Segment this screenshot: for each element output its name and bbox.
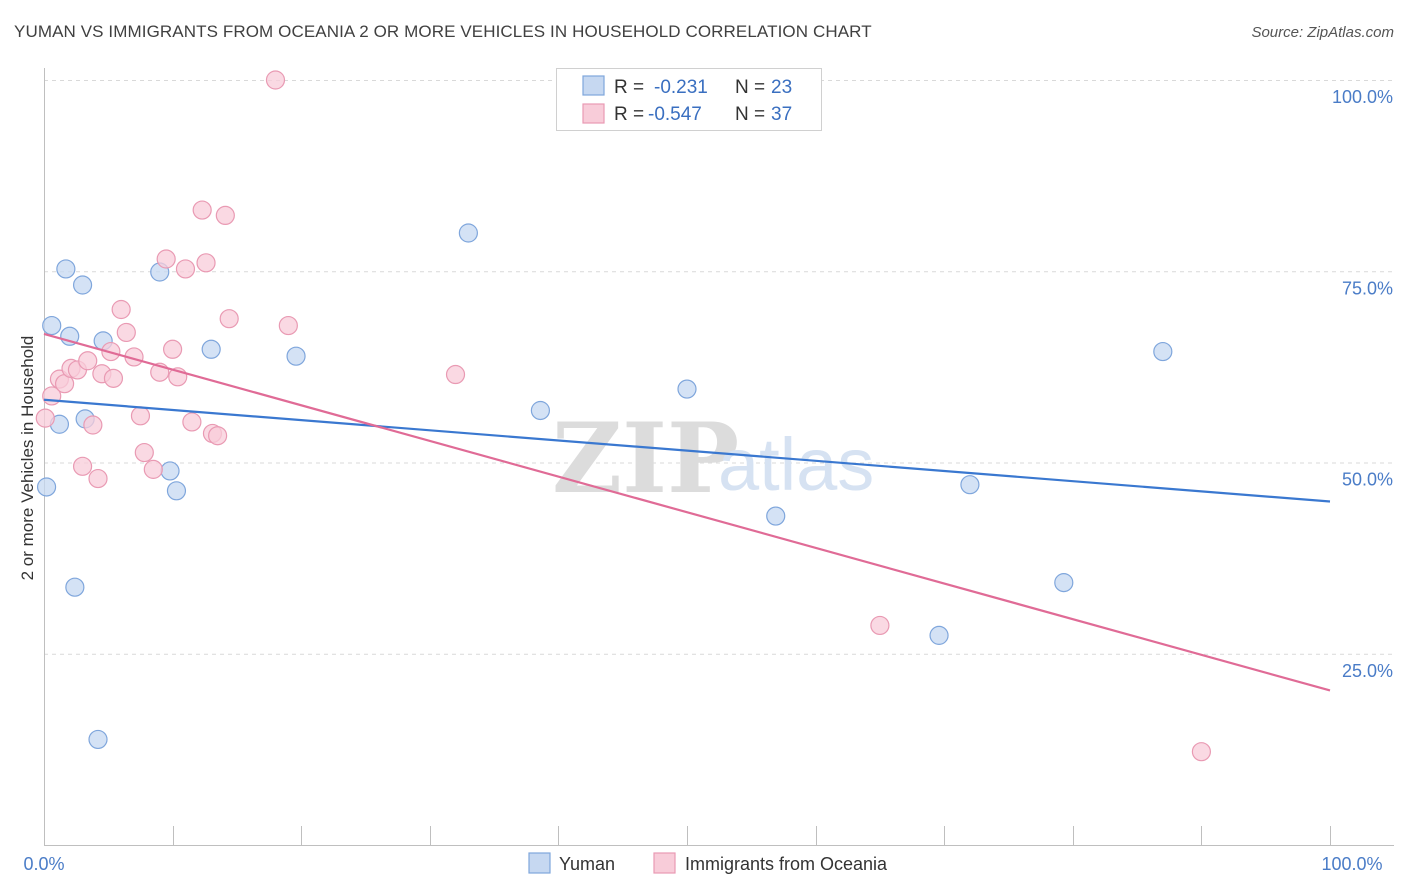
x-tick-label-left: 0.0%	[23, 854, 64, 874]
bottom-legend: Yuman Immigrants from Oceania	[528, 852, 888, 874]
point-yuman	[56, 259, 76, 279]
point-oceania	[35, 408, 55, 428]
y-tick-label-50: 50.0%	[1342, 470, 1393, 490]
y-tick-label-75: 75.0%	[1342, 278, 1393, 298]
point-oceania	[870, 615, 890, 636]
point-oceania	[88, 468, 108, 489]
point-yuman	[929, 625, 949, 645]
point-yuman	[766, 506, 786, 526]
point-oceania	[143, 459, 163, 479]
point-yuman	[166, 481, 187, 501]
point-yuman	[960, 475, 980, 495]
legend-r-label-oceania: R =	[614, 104, 644, 125]
watermark-zip: ZIP	[552, 402, 739, 515]
point-oceania	[116, 322, 136, 343]
bottom-legend-swatch-yuman	[528, 852, 551, 874]
legend-swatch-yuman	[582, 75, 605, 96]
point-oceania	[103, 368, 124, 388]
point-oceania	[1191, 742, 1212, 762]
point-oceania	[130, 406, 151, 426]
point-oceania	[156, 249, 176, 269]
y-axis-title: 2 or more Vehicles in Household	[18, 336, 37, 581]
point-yuman	[677, 379, 697, 399]
point-oceania	[215, 205, 235, 226]
grid-layer	[44, 80, 1394, 655]
point-oceania	[219, 309, 239, 329]
bottom-legend-label-yuman: Yuman	[559, 854, 615, 874]
point-oceania	[163, 339, 183, 359]
point-yuman	[88, 729, 108, 750]
point-yuman	[201, 339, 221, 359]
point-oceania	[175, 259, 196, 279]
point-oceania	[134, 442, 154, 463]
point-oceania	[208, 426, 228, 446]
point-yuman	[286, 346, 306, 366]
legend-n-label-yuman: N =	[735, 77, 765, 98]
point-yuman	[1153, 341, 1173, 362]
point-oceania	[278, 315, 298, 336]
point-oceania	[445, 364, 466, 385]
point-oceania	[111, 299, 131, 320]
trend-line-yuman	[43, 398, 1331, 503]
point-oceania	[72, 456, 93, 476]
point-oceania	[192, 200, 212, 220]
point-oceania	[196, 253, 216, 273]
point-yuman	[458, 223, 478, 243]
point-yuman	[42, 315, 62, 336]
legend-r-label-yuman: R =	[614, 77, 644, 98]
trend-layer	[43, 332, 1331, 692]
y-tick-labels: 100.0% 75.0% 50.0% 25.0%	[1332, 87, 1393, 681]
y-tick-label-25: 25.0%	[1342, 661, 1393, 681]
watermark: ZIP atlas	[552, 402, 874, 515]
y-tick-label-100: 100.0%	[1332, 87, 1393, 107]
legend-n-label-oceania: N =	[735, 104, 765, 125]
trend-line-oceania	[43, 332, 1331, 692]
point-yuman	[65, 577, 85, 597]
legend-n-value-oceania: 37	[771, 104, 792, 125]
point-yuman	[160, 461, 180, 481]
bottom-legend-label-oceania: Immigrants from Oceania	[685, 854, 888, 874]
point-oceania	[265, 70, 286, 90]
point-yuman	[36, 477, 57, 497]
point-yuman	[1054, 573, 1074, 593]
axis-layer	[44, 68, 1394, 846]
top-legend: R = -0.231 N = 23 R = -0.547 N = 37	[556, 68, 822, 131]
x-tick-label-right: 100.0%	[1321, 854, 1382, 874]
point-oceania	[182, 412, 202, 432]
point-oceania	[83, 415, 103, 435]
chart-title: YUMAN VS IMMIGRANTS FROM OCEANIA 2 OR MO…	[14, 22, 872, 41]
legend-r-value-oceania: -0.547	[648, 104, 702, 125]
chart-source: Source: ZipAtlas.com	[1251, 24, 1394, 41]
legend-r-value-yuman: -0.231	[654, 77, 708, 98]
point-oceania	[78, 351, 98, 371]
point-yuman	[530, 400, 550, 421]
bottom-legend-swatch-oceania	[653, 852, 676, 874]
legend-swatch-oceania	[582, 103, 605, 124]
legend-n-value-yuman: 23	[771, 77, 792, 98]
point-yuman	[72, 275, 93, 295]
